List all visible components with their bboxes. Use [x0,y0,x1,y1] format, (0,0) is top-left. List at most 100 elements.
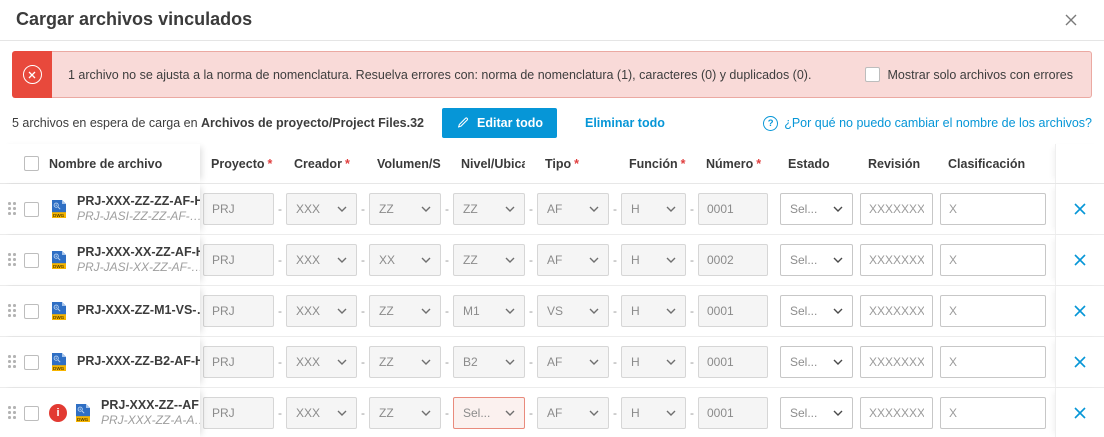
delete-all-link[interactable]: Eliminar todo [584,116,665,130]
file-name: PRJ-XXX-ZZ-M1-VS-… [77,303,200,318]
column-header-name: Nombre de archivo [49,156,163,171]
spacer: - [609,157,621,171]
estado-select[interactable]: Sel... [780,295,853,327]
remove-row-button[interactable] [1073,406,1087,420]
revision-input[interactable] [860,193,933,225]
row-checkbox[interactable] [24,303,39,319]
table-row: i DWG PRJ-XXX-ZZ-M1-VS-… - [0,286,1104,337]
remove-row-button[interactable] [1073,253,1087,267]
numero-input[interactable] [698,193,768,225]
chevron-down-icon [421,206,431,212]
estado-select[interactable]: Sel... [780,193,853,225]
funcion-select[interactable]: H [621,244,686,276]
remove-row-button[interactable] [1073,304,1087,318]
creador-select[interactable]: XXX [286,193,357,225]
creador-select[interactable]: XXX [286,346,357,378]
drag-handle-icon[interactable] [8,304,16,318]
row-checkbox[interactable] [24,201,39,217]
chevron-down-icon [666,206,676,212]
revision-input[interactable] [860,295,933,327]
dash-separator: - [613,355,617,369]
close-icon[interactable] [1062,11,1080,29]
drag-handle-icon[interactable] [8,406,16,420]
remove-row-button[interactable] [1073,202,1087,216]
edit-all-button[interactable]: Editar todo [442,108,557,138]
clasificacion-input[interactable] [940,193,1046,225]
chevron-down-icon [505,257,515,263]
funcion-select[interactable]: H [621,346,686,378]
proyecto-input[interactable] [203,346,274,378]
dash-separator: - [361,304,365,318]
row-checkbox[interactable] [24,252,39,268]
column-header-estado: Estado [788,156,830,171]
tipo-select[interactable]: VS [537,295,609,327]
remove-row-button[interactable] [1073,355,1087,369]
nivel-select[interactable]: ZZ [453,193,525,225]
funcion-select[interactable]: H [621,295,686,327]
funcion-select[interactable]: H [621,397,686,429]
drag-handle-icon[interactable] [8,253,16,267]
estado-select[interactable]: Sel... [780,244,853,276]
funcion-select[interactable]: H [621,193,686,225]
svg-text:DWG: DWG [53,366,65,371]
estado-select[interactable]: Sel... [780,346,853,378]
tipo-select[interactable]: AF [537,346,609,378]
dash-separator: - [445,202,449,216]
row-actions-cell [1055,184,1104,234]
show-errors-only-checkbox[interactable] [864,67,880,82]
revision-input[interactable] [860,397,933,429]
creador-select[interactable]: XXX [286,397,357,429]
dash-separator: - [445,304,449,318]
volumen-select[interactable]: ZZ [369,397,441,429]
revision-input[interactable] [860,244,933,276]
clasificacion-input[interactable] [940,295,1046,327]
volumen-select[interactable]: ZZ [369,193,441,225]
row-checkbox[interactable] [24,405,39,421]
dash-separator: - [613,406,617,420]
proyecto-input[interactable] [203,295,274,327]
column-header-nivel: Nivel/Ubica...* [461,156,525,171]
creador-select[interactable]: XXX [286,244,357,276]
numero-input[interactable] [698,397,768,429]
chevron-down-icon [421,359,431,365]
proyecto-input[interactable] [203,397,274,429]
revision-input[interactable] [860,346,933,378]
svg-text:DWG: DWG [77,417,89,422]
tipo-select[interactable]: AF [537,244,609,276]
nivel-select[interactable]: ZZ [453,244,525,276]
drag-handle-icon[interactable] [8,355,16,369]
nivel-select[interactable]: Sel... [453,397,525,429]
tipo-select[interactable]: AF [537,193,609,225]
column-header-proyecto: Proyecto * [211,156,273,171]
estado-select[interactable]: Sel... [780,397,853,429]
chevron-down-icon [505,206,515,212]
nivel-select[interactable]: M1 [453,295,525,327]
volumen-select[interactable]: ZZ [369,295,441,327]
volumen-select[interactable]: XX [369,244,441,276]
numero-input[interactable] [698,295,768,327]
row-checkbox[interactable] [24,354,39,370]
dash-separator: - [361,406,365,420]
help-link[interactable]: ? ¿Por qué no puedo cambiar el nombre de… [763,115,1092,131]
proyecto-input[interactable] [203,244,274,276]
file-name: PRJ-XXX-ZZ-ZZ-AF-H… [77,193,200,208]
select-all-checkbox[interactable] [24,156,39,171]
clasificacion-input[interactable] [940,346,1046,378]
numero-input[interactable] [698,244,768,276]
numero-input[interactable] [698,346,768,378]
show-errors-only-toggle[interactable]: Mostrar solo archivos con errores [864,67,1073,82]
drag-handle-icon[interactable] [8,202,16,216]
dwg-file-icon: DWG [49,352,69,372]
nivel-select[interactable]: B2 [453,346,525,378]
proyecto-input[interactable] [203,193,274,225]
file-name-stack: PRJ-XXX-ZZ--AF… PRJ-XXX-ZZ-A-A… [101,398,200,429]
chevron-down-icon [337,410,347,416]
tipo-select[interactable]: AF [537,397,609,429]
clasificacion-input[interactable] [940,244,1046,276]
dash-separator: - [445,406,449,420]
creador-select[interactable]: XXX [286,295,357,327]
clasificacion-input[interactable] [940,397,1046,429]
volumen-select[interactable]: ZZ [369,346,441,378]
dash-separator: - [690,304,694,318]
